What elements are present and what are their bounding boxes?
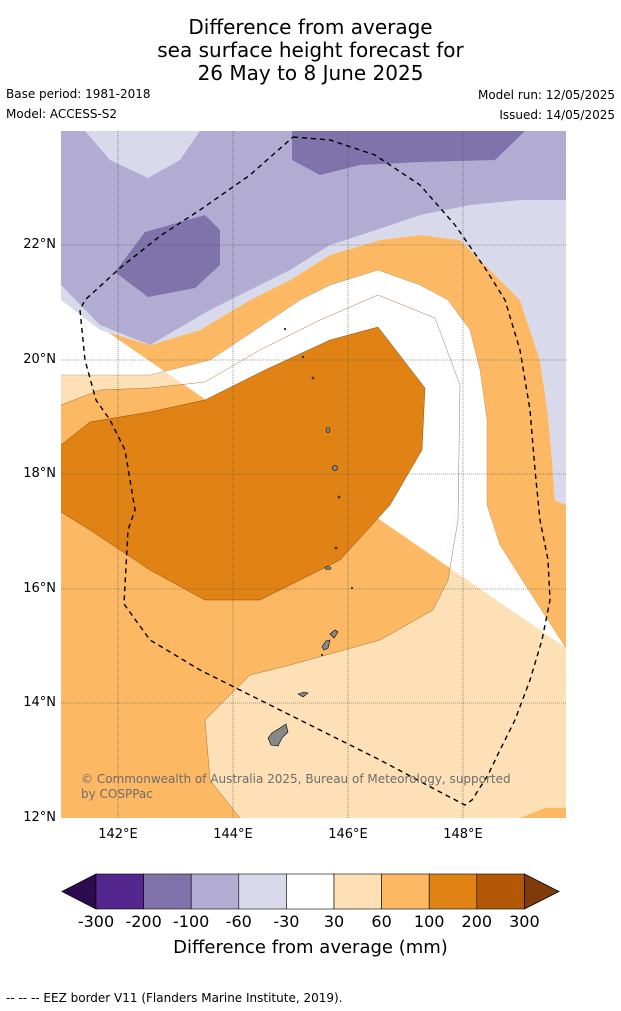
model-text: Model: ACCESS-S2: [6, 107, 118, 121]
title-line-1: Difference from average: [188, 15, 433, 39]
colorbar-cell: [333, 873, 382, 910]
lat-label-20n: 20°N: [23, 352, 56, 367]
model-run-text: Model run: 12/05/2025: [477, 88, 615, 102]
lon-label-142e: 142°E: [98, 827, 138, 842]
contour-minus100-minus200-west: [115, 215, 220, 297]
anomaly-contours: [61, 131, 566, 818]
colorbar-cell: [476, 873, 525, 910]
colorbar-tick-label: -300: [77, 912, 115, 931]
colorbar-arrow-low: [61, 873, 97, 910]
colorbar-tick-label: 100: [413, 912, 445, 931]
title-line-2: sea surface height forecast for: [157, 38, 464, 62]
lon-label-144e: 144°E: [213, 827, 253, 842]
contour-minus100-minus200-north: [292, 131, 525, 175]
colorbar-tick-label: 200: [461, 912, 493, 931]
map-title: Difference from average sea surface heig…: [0, 16, 621, 85]
issued-text: Issued: 14/05/2025: [499, 108, 615, 122]
colorbar-cells: [61, 873, 560, 910]
colorbar-cell: [286, 873, 335, 910]
island-maug: [301, 355, 305, 359]
eez-legend-footer: -- -- -- EEZ border V11 (Flanders Marine…: [6, 991, 343, 1005]
contour-minus60-minus100: [61, 131, 566, 345]
lat-label-22n: 22°N: [23, 237, 56, 252]
island-asuncion: [311, 376, 315, 380]
lat-label-12n: 12°N: [23, 810, 56, 825]
island-pagan: [332, 465, 338, 471]
colorbar-cell: [381, 873, 430, 910]
island-anatahan: [324, 566, 332, 570]
lon-label-146e: 146°E: [328, 827, 368, 842]
eez-border: [79, 136, 551, 806]
colorbar-tick-label: -30: [273, 912, 300, 931]
lon-label-148e: 148°E: [443, 827, 483, 842]
graticule: [61, 131, 566, 818]
contour-top-pale: [85, 131, 200, 178]
island-sarigan: [334, 546, 338, 550]
islands: [267, 327, 353, 747]
colorbar-tick-label: 300: [509, 912, 540, 931]
contour-30-60: [61, 270, 566, 818]
colorbar-cell: [238, 873, 287, 910]
title-line-3: 26 May to 8 June 2025: [197, 61, 424, 85]
contour-se-corner: [520, 808, 566, 818]
colorbar-arrow-high: [524, 873, 560, 910]
colorbar-cell: [95, 873, 144, 910]
colorbar-cell: [143, 873, 192, 910]
island-agrihan: [325, 427, 331, 433]
colorbar-tick-label: 60: [371, 912, 392, 931]
colorbar-tick-label: -200: [125, 912, 162, 931]
colorbar-tick-label: 30: [323, 912, 345, 931]
base-period-text: Base period: 1981-2018: [6, 87, 151, 101]
island-alamagan: [337, 495, 341, 499]
colorbar-cell: [190, 873, 240, 910]
island-guam: [267, 723, 289, 747]
island-saipan: [329, 629, 339, 639]
lat-label-18n: 18°N: [23, 466, 56, 481]
island-farallon: [283, 327, 287, 331]
island-tinian: [321, 639, 331, 651]
colorbar-tick-label: -60: [225, 912, 252, 931]
copyright-notice: © Commonwealth of Australia 2025, Bureau…: [81, 772, 511, 801]
lat-label-16n: 16°N: [23, 581, 56, 596]
contour-100-200: [61, 327, 425, 600]
colorbar-cell: [428, 873, 478, 910]
island-aguijan: [320, 653, 323, 656]
island-rota: [297, 691, 309, 698]
lat-label-14n: 14°N: [23, 695, 56, 710]
colorbar-tick-label: -100: [173, 912, 210, 931]
island-small: [350, 586, 353, 589]
colorbar-title: Difference from average (mm): [173, 937, 448, 958]
